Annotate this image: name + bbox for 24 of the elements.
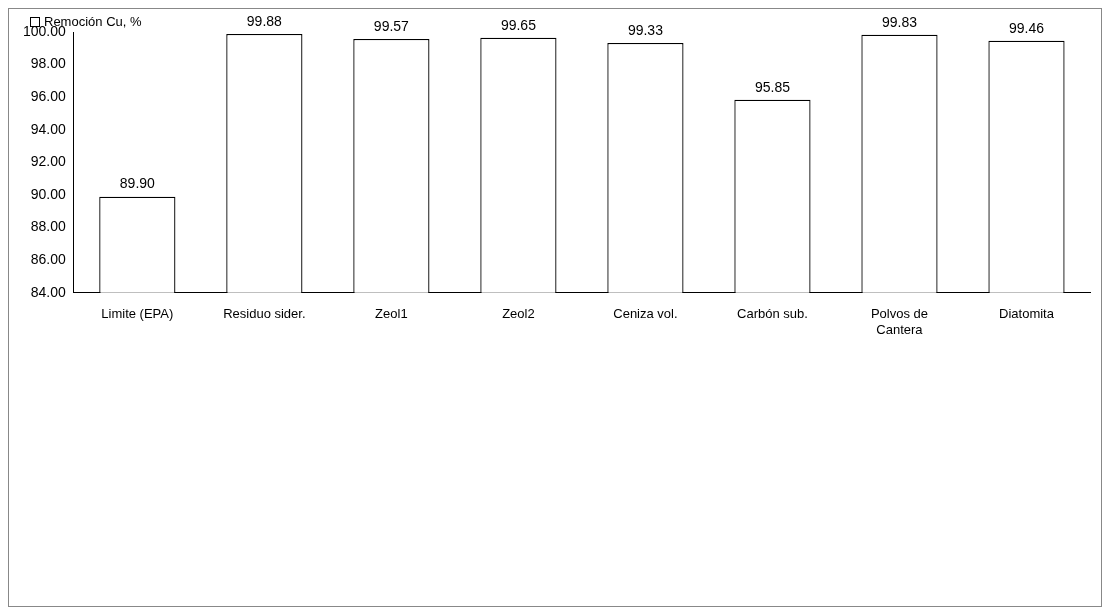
- x-tick-label: Polvos de Cantera: [870, 306, 929, 337]
- x-tick-label: Diatomita: [999, 306, 1055, 322]
- data-label: 99.46: [1008, 19, 1045, 36]
- x-tick-label: Ceniza vol.: [613, 306, 678, 322]
- y-tick-label: 98.00: [30, 55, 67, 72]
- y-tick-label: 88.00: [30, 218, 67, 235]
- y-tick-label: 86.00: [30, 251, 67, 268]
- x-tick-label: Carbón sub.: [737, 306, 808, 322]
- x-tick-label: Zeol1: [375, 306, 408, 322]
- data-label: 99.65: [500, 16, 537, 33]
- y-tick-label: 92.00: [30, 153, 67, 170]
- data-label: 99.88: [246, 12, 283, 29]
- data-label: 99.33: [627, 21, 664, 38]
- data-label: 99.83: [881, 13, 918, 30]
- data-label: 95.85: [754, 78, 791, 95]
- data-label: 89.90: [119, 175, 156, 192]
- y-tick-label: 84.00: [30, 283, 67, 300]
- y-tick-label: 96.00: [30, 88, 67, 105]
- x-tick-label: Limite (EPA): [101, 306, 174, 322]
- x-tick-label: Zeol2: [502, 306, 535, 322]
- data-label: 99.57: [373, 17, 410, 34]
- x-tick-label: Residuo sider.: [223, 306, 306, 322]
- y-tick-label: 90.00: [30, 185, 67, 202]
- y-tick-label: 94.00: [30, 120, 67, 137]
